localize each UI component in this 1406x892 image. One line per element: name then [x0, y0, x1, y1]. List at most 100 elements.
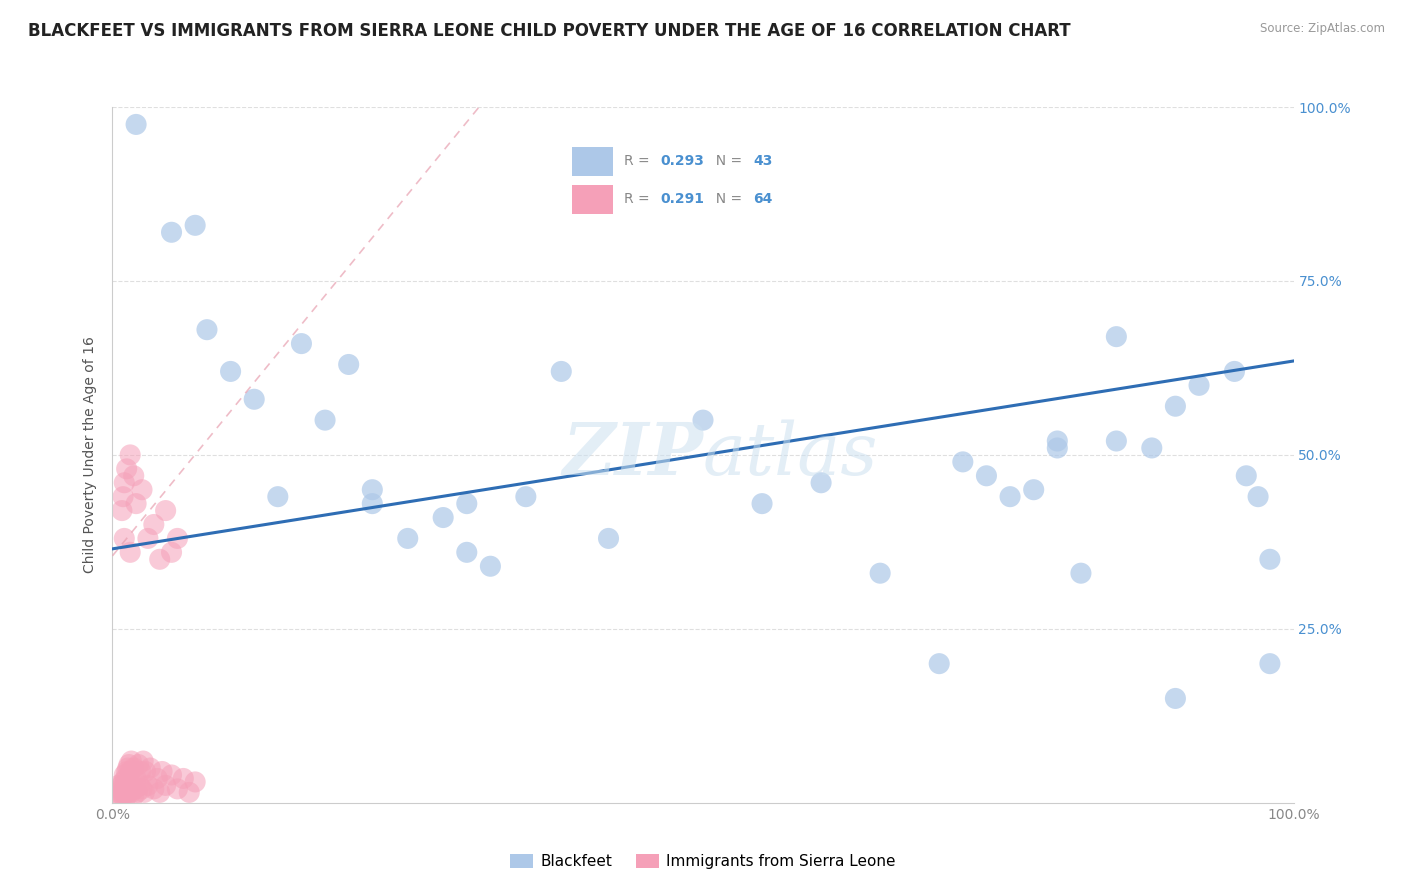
Point — [115, 462, 138, 476]
Point — [976, 468, 998, 483]
Point — [112, 475, 135, 490]
Legend: Blackfeet, Immigrants from Sierra Leone: Blackfeet, Immigrants from Sierra Leone — [505, 848, 901, 875]
Point — [456, 497, 478, 511]
Point — [598, 532, 620, 546]
Point — [121, 778, 143, 792]
Point — [337, 358, 360, 372]
Point — [149, 785, 172, 799]
Point — [361, 483, 384, 497]
Point — [117, 761, 139, 775]
Point — [112, 775, 135, 789]
Point — [115, 764, 138, 779]
Point — [479, 559, 502, 574]
Point — [1022, 483, 1045, 497]
Point — [869, 566, 891, 581]
Point — [1188, 378, 1211, 392]
Text: R =: R = — [624, 192, 654, 206]
Point — [1223, 364, 1246, 378]
Point — [142, 517, 165, 532]
Text: 43: 43 — [754, 154, 773, 168]
Point — [120, 785, 142, 799]
Point — [146, 772, 169, 786]
Point — [952, 455, 974, 469]
Point — [166, 781, 188, 796]
Point — [1046, 441, 1069, 455]
Point — [160, 768, 183, 782]
Y-axis label: Child Poverty Under the Age of 16: Child Poverty Under the Age of 16 — [83, 336, 97, 574]
Point — [150, 764, 173, 779]
Point — [142, 781, 165, 796]
Point — [219, 364, 242, 378]
Point — [361, 497, 384, 511]
Point — [456, 545, 478, 559]
Point — [751, 497, 773, 511]
Point — [136, 778, 159, 792]
Point — [120, 448, 142, 462]
Point — [1105, 329, 1128, 343]
Point — [1046, 434, 1069, 448]
Text: 64: 64 — [754, 192, 773, 206]
Point — [136, 532, 159, 546]
Point — [179, 785, 201, 799]
Point — [120, 754, 142, 768]
Point — [127, 757, 149, 772]
Point — [108, 789, 131, 803]
Point — [998, 490, 1021, 504]
Point — [184, 219, 207, 233]
Point — [155, 778, 177, 792]
Point — [129, 764, 152, 779]
Point — [128, 778, 150, 792]
Point — [122, 789, 145, 803]
Point — [117, 778, 139, 792]
Text: R =: R = — [624, 154, 654, 168]
Point — [125, 117, 148, 131]
Bar — [572, 146, 613, 176]
Point — [112, 490, 135, 504]
Point — [810, 475, 832, 490]
Text: 0.291: 0.291 — [659, 192, 704, 206]
Point — [135, 764, 157, 779]
Text: Source: ZipAtlas.com: Source: ZipAtlas.com — [1260, 22, 1385, 36]
Point — [160, 225, 183, 239]
Point — [1164, 691, 1187, 706]
Point — [110, 790, 132, 805]
Point — [149, 552, 172, 566]
Text: ZIP: ZIP — [562, 419, 703, 491]
Point — [184, 775, 207, 789]
Point — [115, 789, 138, 803]
Point — [134, 785, 156, 799]
Point — [131, 483, 153, 497]
Point — [114, 781, 136, 796]
Point — [267, 490, 290, 504]
Point — [125, 497, 148, 511]
Point — [120, 781, 142, 796]
Point — [122, 468, 145, 483]
Text: N =: N = — [707, 192, 747, 206]
Point — [290, 336, 312, 351]
Point — [692, 413, 714, 427]
Point — [1234, 468, 1257, 483]
Point — [112, 789, 135, 803]
Point — [132, 754, 155, 768]
Point — [131, 781, 153, 796]
Point — [124, 781, 146, 796]
Point — [139, 761, 162, 775]
Point — [432, 510, 454, 524]
Point — [160, 545, 183, 559]
Point — [111, 785, 134, 799]
Point — [195, 323, 218, 337]
Point — [166, 532, 188, 546]
Point — [127, 785, 149, 799]
Point — [114, 772, 136, 786]
Point — [118, 785, 141, 799]
Point — [120, 545, 142, 559]
Point — [118, 757, 141, 772]
Point — [155, 503, 177, 517]
Point — [112, 768, 135, 782]
Point — [1070, 566, 1092, 581]
Point — [1105, 434, 1128, 448]
Point — [515, 490, 537, 504]
Point — [1164, 399, 1187, 413]
Point — [112, 532, 135, 546]
Point — [125, 772, 148, 786]
